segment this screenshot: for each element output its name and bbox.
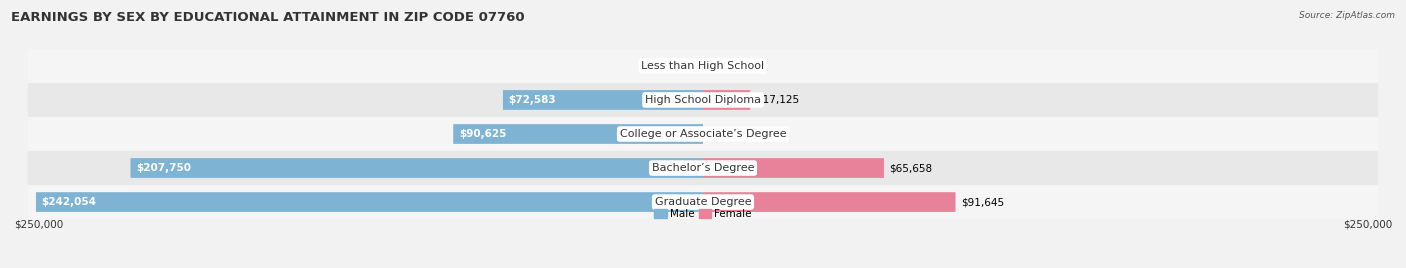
FancyBboxPatch shape: [703, 192, 956, 212]
FancyBboxPatch shape: [28, 117, 1378, 151]
FancyBboxPatch shape: [28, 83, 1378, 117]
Text: Graduate Degree: Graduate Degree: [655, 197, 751, 207]
Text: $72,583: $72,583: [509, 95, 557, 105]
Text: High School Diploma: High School Diploma: [645, 95, 761, 105]
Text: $17,125: $17,125: [755, 95, 799, 105]
Text: $207,750: $207,750: [136, 163, 191, 173]
FancyBboxPatch shape: [28, 151, 1378, 185]
FancyBboxPatch shape: [131, 158, 703, 178]
Text: EARNINGS BY SEX BY EDUCATIONAL ATTAINMENT IN ZIP CODE 07760: EARNINGS BY SEX BY EDUCATIONAL ATTAINMEN…: [11, 11, 524, 24]
Text: $250,000: $250,000: [1343, 220, 1392, 230]
Text: Bachelor’s Degree: Bachelor’s Degree: [652, 163, 754, 173]
Text: Source: ZipAtlas.com: Source: ZipAtlas.com: [1299, 11, 1395, 20]
FancyBboxPatch shape: [703, 158, 884, 178]
Text: $91,645: $91,645: [962, 197, 1004, 207]
Text: $65,658: $65,658: [890, 163, 932, 173]
FancyBboxPatch shape: [28, 49, 1378, 83]
FancyBboxPatch shape: [37, 192, 703, 212]
Text: $0: $0: [709, 61, 721, 71]
FancyBboxPatch shape: [503, 90, 703, 110]
FancyBboxPatch shape: [28, 185, 1378, 219]
Legend: Male, Female: Male, Female: [650, 205, 756, 223]
Text: $90,625: $90,625: [458, 129, 506, 139]
FancyBboxPatch shape: [453, 124, 703, 144]
Text: Less than High School: Less than High School: [641, 61, 765, 71]
Text: College or Associate’s Degree: College or Associate’s Degree: [620, 129, 786, 139]
Text: $0: $0: [709, 129, 721, 139]
Text: $250,000: $250,000: [14, 220, 63, 230]
FancyBboxPatch shape: [703, 90, 751, 110]
Text: $242,054: $242,054: [41, 197, 97, 207]
Text: $0: $0: [685, 61, 697, 71]
